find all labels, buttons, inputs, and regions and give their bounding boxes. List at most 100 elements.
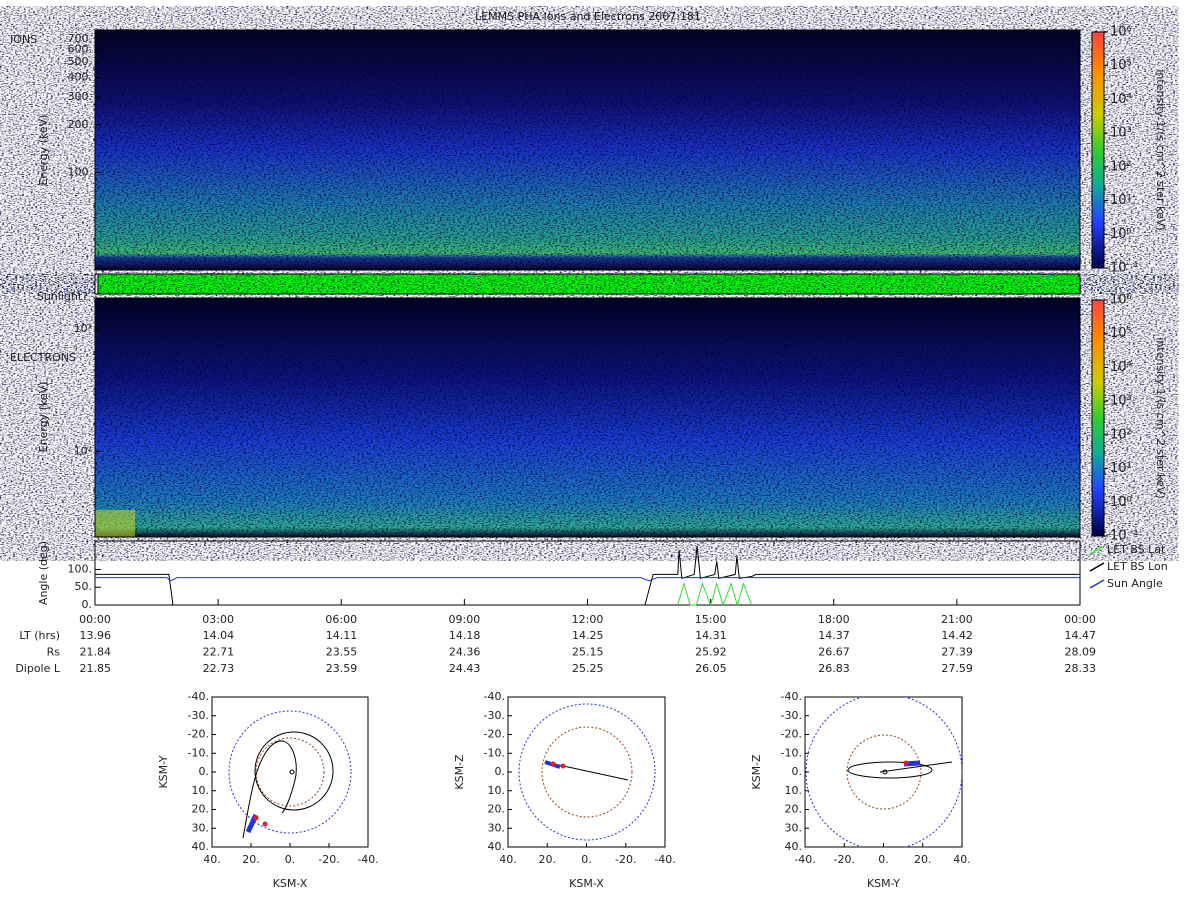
x-tick-label: 20. [242,853,260,866]
orbit-plot-2 [507,696,666,848]
colorbar-tick-label: 10¹ [1110,193,1132,208]
colorbar-tick-label: 10⁻¹ [1110,529,1139,544]
row-value: 28.09 [1065,646,1097,659]
angle-line [95,545,1080,606]
orbit [242,740,297,839]
row-value: 26.05 [695,662,727,675]
frame [94,540,1081,606]
x-tick-label: -20. [615,853,636,866]
y-tick-label: 50. [75,580,93,593]
trajectory-point [253,815,259,821]
y-tick-label: 600. [68,43,93,56]
row-label: Rs [47,646,61,659]
x-label: KSM-X [273,877,308,890]
row-value: 21.84 [80,646,112,659]
x-tick-label: 0. [878,853,889,866]
row-value: 25.15 [572,646,604,659]
trajectory-point [550,761,556,767]
y-label: Energy (keV) [37,115,50,186]
legend-swatch [1089,579,1105,589]
y-tick-label: 0. [792,765,803,778]
colorbar-tick-label: 10⁵ [1110,326,1132,341]
row-value: 14.18 [449,629,481,642]
trajectory-point [560,763,566,769]
bow-shock [805,697,962,847]
y-tick-label: -40. [484,690,505,703]
x-tick-label: 40. [499,853,517,866]
panel-label: Sunlight? [37,290,88,303]
row-value: 25.25 [572,662,604,675]
y-tick-label: 700. [68,32,93,45]
magnetopause [541,726,633,818]
x-tick-label: -40. [654,853,675,866]
colorbar-tick-label: 10⁰ [1110,227,1132,242]
row-value: 24.43 [449,662,481,675]
legend-swatch [1089,562,1105,572]
row-value: 13.96 [80,629,112,642]
x-tick-label: 06:00 [325,613,357,626]
row-value: 25.92 [695,646,727,659]
colorbar-tick-label: 10³ [1110,394,1132,409]
y-tick-label: -30. [188,709,209,722]
row-label: Dipole L [15,662,61,675]
y-tick-label: 40. [785,840,803,853]
x-tick-label: 0. [285,853,296,866]
y-label: KSM-Y [157,755,170,788]
legend-swatch [1089,545,1105,555]
y-tick-label: 100. [68,165,93,178]
y-tick-label: 500. [68,55,93,68]
orbit [254,731,334,811]
x-tick-label: 40. [953,853,971,866]
colorbar-tick-label: 10⁵ [1110,58,1132,73]
y-tick-label: -10. [781,746,802,759]
row-value: 14.47 [1065,629,1097,642]
orbit-plot-1 [211,696,369,848]
x-tick-label: 00:00 [79,613,111,626]
row-value: 28.33 [1065,662,1097,675]
title: LEMMS PHA Ions and Electrons 2007:181 [475,10,701,23]
sunlight-bar [94,273,1081,295]
y-tick-label: -20. [188,728,209,741]
row-value: 14.42 [941,629,973,642]
x-tick-label: 20. [539,853,557,866]
legend-label: Sun Angle [1107,577,1163,590]
x-tick-label: 09:00 [449,613,481,626]
magnetopause [255,737,325,807]
y-label: KSM-Z [453,754,466,790]
row-value: 14.31 [695,629,727,642]
row-value: 21.85 [80,662,112,675]
x-tick-label: -20. [834,853,855,866]
colorbar-label: intensity 1/(s cm^2 ster keV) [1154,69,1167,230]
row-value: 22.71 [203,646,235,659]
y-tick-label: 10³ [74,322,92,335]
colorbar-tick-label: 10³ [1110,126,1132,141]
colorbar-tick-label: 10⁴ [1110,92,1132,107]
colorbar-tick-label: 10⁶ [1110,293,1132,308]
orbit [847,761,933,779]
y-tick-label: 10. [785,784,803,797]
y-tick-label: 100. [68,562,93,575]
frame [94,29,1081,271]
y-tick-label: 0. [82,598,93,611]
x-label: KSM-X [569,877,604,890]
row-value: 14.37 [818,629,850,642]
spectrogram-texture [95,30,1080,270]
x-tick-label: 15:00 [695,613,727,626]
colorbar [1091,299,1105,537]
y-tick-label: -30. [781,709,802,722]
frame [507,696,666,848]
trajectory-point [262,821,268,827]
y-tick-label: 30. [785,821,803,834]
y-tick-label: -20. [484,728,505,741]
row-value: 22.73 [203,662,235,675]
colorbar-tick-label: 10⁰ [1110,495,1132,510]
row-value: 27.59 [941,662,973,675]
row-value: 23.59 [326,662,358,675]
y-tick-label: 10. [192,784,210,797]
row-value: 27.39 [941,646,973,659]
y-tick-label: 40. [192,840,210,853]
colorbar-tick-label: 10² [1110,427,1132,442]
trajectory-point [903,760,909,766]
bow-shock [228,710,352,834]
